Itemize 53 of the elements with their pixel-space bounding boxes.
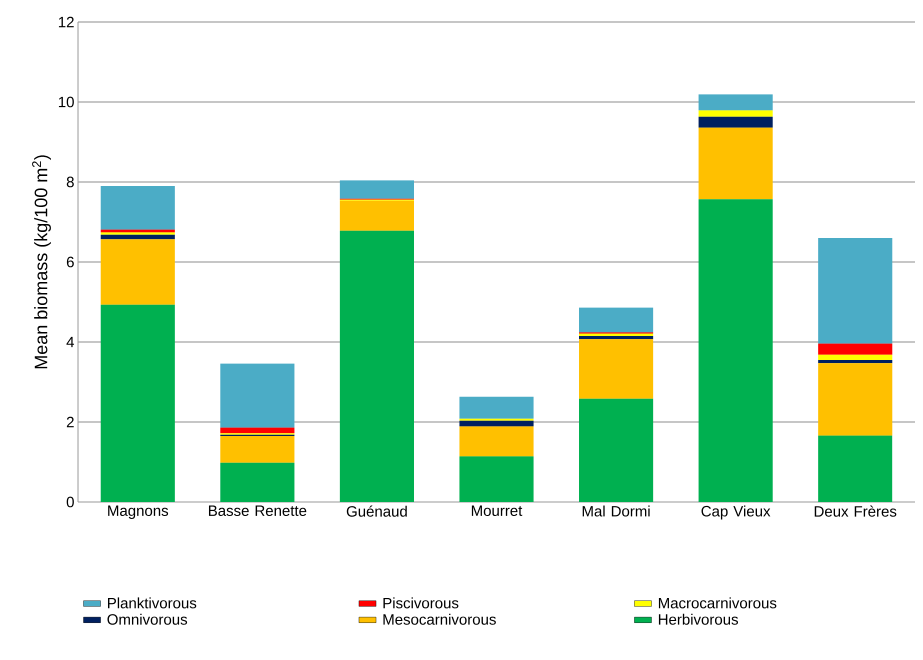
legend-label: Planktivorous: [108, 597, 196, 608]
x-tick-label: Magnons: [108, 506, 168, 519]
bar: [818, 360, 892, 364]
legend-label: Mesocarnivorous: [383, 614, 496, 625]
bar: [579, 398, 654, 502]
bar: [340, 180, 414, 199]
bar: [100, 186, 175, 230]
legend-label: Piscivorous: [383, 597, 458, 608]
bar: [220, 364, 294, 428]
bar: [579, 339, 654, 399]
x-tick-label: Cap Vieux: [702, 506, 770, 520]
bar: [100, 232, 175, 235]
bar: [698, 116, 773, 128]
y-tick-label: 2: [66, 416, 74, 428]
x-tick-label: Mal Dormi: [582, 506, 650, 517]
bar: [340, 200, 414, 231]
x-tick-label: Basse Renette: [208, 506, 306, 516]
y-tick-label: 0: [66, 496, 74, 508]
y-tick-label: 12: [58, 16, 74, 28]
legend-label: Macrocarnivorous: [658, 597, 776, 608]
bar: [459, 426, 534, 456]
bar: [340, 230, 414, 502]
y-tick-label: 8: [66, 176, 74, 188]
bar: [579, 308, 654, 332]
bar: [100, 239, 175, 305]
bar: [220, 436, 294, 463]
bar: [579, 336, 654, 340]
bar: [459, 456, 534, 502]
bar: [220, 462, 294, 502]
bar: [459, 396, 534, 419]
legend-label: Omnivorous: [107, 614, 188, 625]
bar: [698, 94, 773, 110]
bar: [100, 234, 175, 240]
bar: [698, 128, 773, 200]
legend-label: Herbivorous: [658, 614, 738, 625]
bar: [818, 238, 892, 344]
bar: [698, 199, 773, 502]
x-tick-label: Deux Frères: [814, 506, 896, 517]
bar: [459, 420, 534, 426]
y-tick-label: 4: [66, 336, 74, 348]
y-axis-title: Mean biomass (kg/100 m$^{2}$): [32, 155, 51, 368]
bar: [818, 436, 892, 502]
x-tick-label: Mourret: [472, 506, 522, 516]
bar: [100, 230, 175, 232]
y-tick-label: 10: [58, 96, 74, 108]
x-tick-label: Guénaud: [346, 506, 407, 517]
y-tick-label: 6: [66, 256, 74, 268]
bar: [818, 344, 892, 355]
bar: [698, 110, 773, 117]
bar: [220, 428, 294, 434]
bar: [818, 354, 892, 360]
bar: [818, 363, 892, 436]
bar: [100, 304, 175, 502]
